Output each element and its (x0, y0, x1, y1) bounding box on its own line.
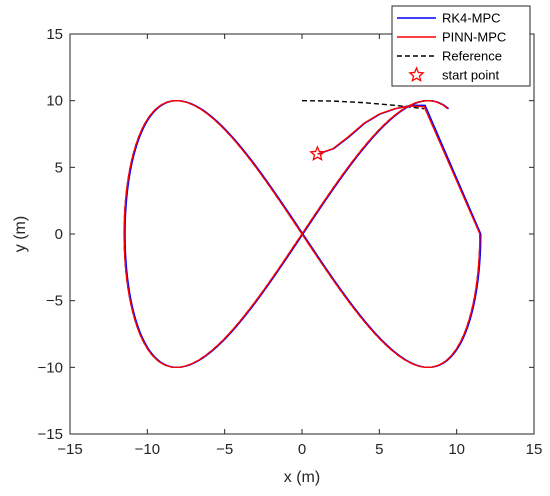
y-tick-label: −10 (38, 359, 63, 376)
legend-label-reference: Reference (442, 49, 502, 64)
y-tick-label: 0 (55, 226, 63, 243)
legend-label-rk4-mpc: RK4-MPC (442, 11, 501, 26)
x-tick-label: 5 (375, 441, 383, 458)
x-axis-title: x (m) (284, 469, 320, 486)
series-line-pinn-mpc (123, 99, 481, 369)
x-tick-label: 0 (298, 441, 306, 458)
x-tick-label: −5 (216, 441, 233, 458)
y-tick-label: −15 (38, 426, 63, 443)
x-tick-label: −10 (135, 441, 160, 458)
y-tick-label: 15 (46, 26, 63, 43)
legend-swatch-start-point (408, 66, 425, 83)
y-tick-label: 10 (46, 93, 63, 110)
data-layer (123, 99, 482, 369)
ticks-layer: −15 −10 −5 0 5 10 15 −15 −10 −5 0 5 10 15 (38, 26, 543, 458)
y-axis-title: y (m) (12, 216, 29, 252)
x-tick-label: 10 (448, 441, 465, 458)
legend-label-pinn-mpc: PINN-MPC (442, 30, 506, 45)
series-line-reference-leadin (301, 99, 425, 110)
start-point-marker (309, 145, 326, 162)
x-tick-label: −15 (57, 441, 82, 458)
x-tick-label: 15 (526, 441, 543, 458)
y-tick-label: −5 (46, 293, 63, 310)
legend: RK4-MPC PINN-MPC Reference start point (391, 5, 531, 87)
y-tick-label: 5 (55, 159, 63, 176)
legend-label-start-point: start point (442, 68, 499, 83)
